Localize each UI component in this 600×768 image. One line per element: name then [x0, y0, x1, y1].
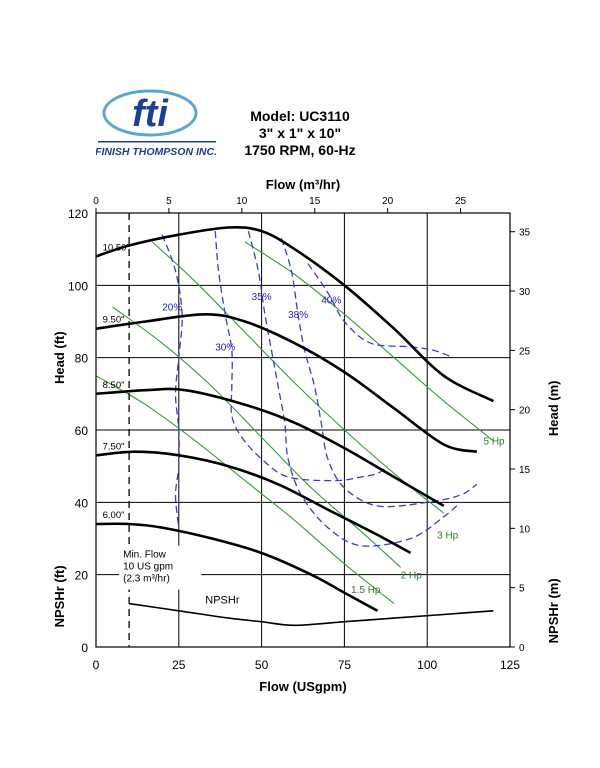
plot-frame — [95, 212, 511, 648]
hp-curve-5-hp — [244, 241, 494, 442]
npshr-label: NPSHr — [205, 595, 240, 607]
y-tick-label: 0 — [81, 641, 88, 655]
horsepower-series: 1.5 Hp 2 Hp 3 Hp 5 Hp — [95, 241, 506, 605]
y2-axis-title: Head (m) — [546, 380, 561, 436]
x-axis-title: Flow (USgpm) — [259, 679, 346, 694]
hp-label: 2 Hp — [401, 570, 423, 581]
x2-tick-label: 5 — [166, 196, 172, 207]
min-flow-label-bg — [119, 545, 202, 590]
y2-tick-label: 35 — [519, 228, 531, 239]
impeller-label: 9.50" — [103, 315, 125, 326]
y2-tick-label: 15 — [519, 465, 531, 476]
npshr-axis-title: NPSHr (ft) — [52, 565, 67, 627]
efficiency-label: 20% — [162, 303, 182, 314]
logo-mark-text: fti — [132, 93, 169, 135]
y2-tick-label: 5 — [519, 584, 525, 595]
y-tick-label: 40 — [75, 496, 89, 510]
x-tick-label: 25 — [172, 658, 186, 672]
impeller-label: 7.50" — [103, 441, 125, 452]
efficiency-label: 38% — [288, 310, 308, 321]
y-tick-label: 80 — [75, 352, 89, 366]
impeller-curve-10-50 — [95, 226, 495, 403]
min-flow-label: 10 US gpm — [123, 562, 173, 573]
finish-thompson-logo: fti FINISH THOMPSON INC. — [95, 86, 220, 164]
impeller-curve-7-50 — [95, 450, 412, 555]
y-tick-label: 60 — [75, 424, 89, 438]
efficiency-label: 35% — [252, 292, 272, 303]
pump-speed: 1750 RPM, 60-Hz — [244, 142, 356, 158]
efficiency-series: 20% 30% 35% 38% 40% — [161, 230, 478, 547]
x-tick-label: 50 — [255, 658, 269, 672]
efficiency-curve-35 — [247, 230, 461, 547]
x-tick-label: 125 — [500, 658, 520, 672]
hp-curve-1-5-hp — [95, 375, 395, 605]
x2-axis-title: Flow (m³/hr) — [266, 177, 340, 192]
min-flow-label: Min. Flow — [123, 550, 167, 561]
y-tick-label: 100 — [68, 279, 88, 293]
npshr-curve — [128, 602, 494, 627]
y-tick-label: 20 — [75, 569, 89, 583]
x-tick-label: 75 — [338, 658, 352, 672]
efficiency-label: 30% — [215, 342, 235, 353]
impeller-series: 10.50" 9.50" 8.50" 7.50" 6.00" — [95, 226, 495, 612]
impeller-curve-6-00 — [95, 522, 379, 612]
pump-size: 3" x 1" x 10" — [258, 125, 342, 141]
x2-tick-label: 20 — [382, 196, 394, 207]
y2-tick-label: 0 — [519, 643, 525, 654]
efficiency-label: 40% — [321, 295, 341, 306]
x2-tick-label: 25 — [455, 196, 467, 207]
impeller-label: 6.00" — [103, 510, 125, 521]
efficiency-curve-40 — [307, 263, 454, 359]
chart-axes: 0 25 50 75 100 125 0 20 40 60 80 100 120 0 5 10 15 20 25 0 5… — [52, 177, 561, 694]
fti-logo-mark: fti FINISH THOMPSON INC. — [95, 89, 217, 158]
npshr-m-axis-title: NPSHr (m) — [546, 578, 561, 643]
y2-tick-label: 25 — [519, 346, 531, 357]
hp-curve-2-hp — [112, 306, 402, 568]
hp-curve-3-hp — [151, 241, 445, 514]
npshr-series: NPSHr — [128, 595, 494, 627]
y2-tick-label: 30 — [519, 287, 531, 298]
y2-tick-label: 20 — [519, 406, 531, 417]
x-tick-label: 0 — [93, 658, 100, 672]
logo-company-name: FINISH THOMPSON INC. — [96, 146, 217, 158]
impeller-curve-9-50 — [95, 312, 478, 453]
efficiency-curve-30 — [214, 231, 388, 482]
y2-tick-label: 10 — [519, 524, 531, 535]
efficiency-curve-20 — [161, 234, 183, 528]
x2-tick-label: 15 — [309, 196, 321, 207]
efficiency-curve-38 — [280, 238, 478, 508]
hp-label: 3 Hp — [437, 531, 459, 542]
y-tick-label: 120 — [68, 207, 88, 221]
impeller-label: 8.50" — [103, 380, 125, 391]
impeller-curve-8-50 — [95, 387, 445, 508]
x2-tick-label: 0 — [93, 196, 99, 207]
y-axis-title: Head (ft) — [52, 331, 67, 384]
impeller-label: 10.50" — [103, 242, 130, 253]
hp-label: 1.5 Hp — [351, 585, 381, 596]
hp-label: 5 Hp — [484, 436, 506, 447]
min-flow-label: (2.3 m³/hr) — [123, 574, 170, 585]
x2-tick-label: 10 — [236, 196, 248, 207]
x-tick-label: 100 — [417, 658, 437, 672]
model-title: Model: UC3110 — [250, 108, 350, 124]
